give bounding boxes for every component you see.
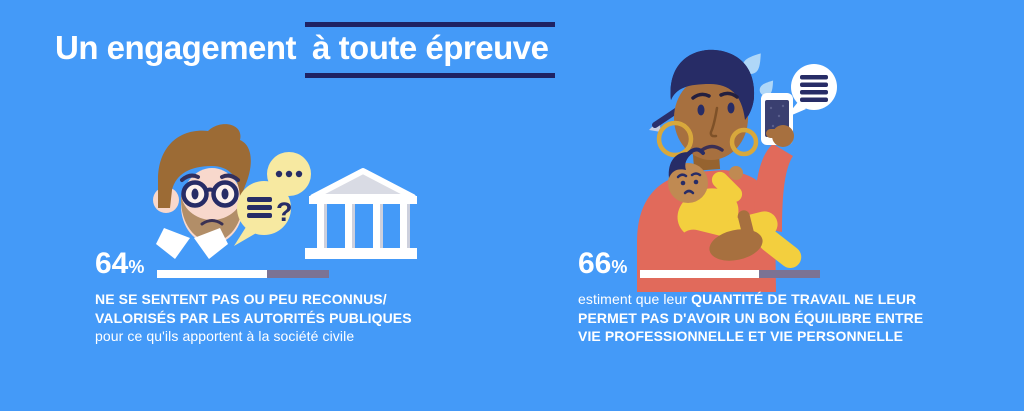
institution-building-icon: [305, 168, 417, 259]
woman-mouth-frown: [700, 144, 724, 152]
baby-hand: [729, 166, 743, 180]
woman-hair-front: [670, 49, 755, 120]
man-glasses: [181, 180, 239, 208]
woman-hand-thumb-up: [709, 210, 763, 261]
woman-eyebrow-right: [719, 91, 739, 99]
desc-right-line3: VIE PROFESSIONNELLE ET VIE PERSONNELLE: [578, 328, 904, 345]
page-title: Un engagement à toute épreuve: [55, 22, 556, 78]
stat-block-work-life-balance: 66% estiment que leur QUANTITÉ DE TRAVAI…: [578, 247, 923, 346]
desc-left-line2: VALORISÉS PAR LES AUTORITÉS PUBLIQUES: [95, 309, 412, 326]
question-mark-glyph: ?: [276, 197, 293, 227]
man-hair: [158, 124, 251, 208]
man-eyebrow-right: [220, 173, 240, 182]
progress-bar-fill-right: [640, 270, 760, 278]
page-title-prefix: Un engagement: [55, 29, 297, 66]
man-mouth-frown: [200, 219, 224, 226]
desc-right-line1: estiment que leur QUANTITÉ DE TRAVAIL NE…: [578, 290, 923, 309]
stat-value-left: 64%: [95, 247, 145, 281]
page-title-highlighted: à toute épreuve: [305, 22, 556, 78]
stat-number-right: 66: [578, 247, 612, 280]
man-beard: [181, 192, 243, 242]
baby-hair-curl: [687, 147, 705, 155]
desc-right-line2: PERMET PAS D'AVOIR UN BON ÉQUILIBRE ENTR…: [578, 309, 924, 326]
woman-eye-left: [697, 104, 705, 116]
baby-eyebrow-left: [676, 173, 688, 179]
stat-value-right: 66%: [578, 247, 628, 281]
hoop-earring-right-icon: [729, 127, 759, 157]
stat-block-recognition: 64% NE SE SENTENT PAS OU PEU RECONNUS/ V…: [95, 247, 412, 346]
baby-leg-shin: [758, 229, 802, 269]
baby-eye-left: [680, 180, 686, 186]
hoop-earring-left-icon: [656, 120, 694, 158]
baby-mouth-frown: [683, 189, 695, 195]
baby-eyebrow-right: [690, 172, 702, 177]
desc-left-line1: NE SE SENTENT PAS OU PEU RECONNUS/: [95, 291, 387, 307]
stat-description-right: estiment que leur QUANTITÉ DE TRAVAIL NE…: [578, 290, 923, 346]
worried-man-figure: [153, 124, 251, 259]
desc-right-lead: estiment que leur: [578, 291, 692, 307]
progress-bar-left: [157, 270, 330, 278]
woman-eyebrow-left: [691, 92, 711, 100]
woman-with-baby-and-phone-illustration: [637, 49, 837, 292]
man-eyebrow-left: [180, 173, 200, 182]
progress-bar-right: [640, 270, 821, 278]
woman-arm-raised: [754, 144, 793, 232]
woman-hand-holding-phone: [766, 125, 794, 147]
speech-bubble-question-icon: ?: [234, 181, 293, 246]
desc-left-line3: pour ce qu'ils apportent à la société ci…: [95, 328, 355, 345]
man-shirt-collar: [156, 228, 228, 259]
man-with-speech-bubbles-illustration: ?: [153, 124, 417, 259]
stat-description-left: NE SE SENTENT PAS OU PEU RECONNUS/ VALOR…: [95, 290, 412, 346]
baby-eye-right: [693, 179, 699, 185]
woman-nose: [709, 106, 719, 138]
woman-eye-right: [727, 102, 735, 114]
desc-right-bold1: QUANTITÉ DE TRAVAIL NE LEUR: [691, 291, 917, 307]
baby-arm: [711, 171, 743, 203]
speech-bubble-text-lines-icon: [785, 64, 837, 118]
progress-bar-fill-left: [157, 270, 268, 278]
stat-unit-left: %: [128, 257, 145, 277]
stat-unit-right: %: [611, 257, 628, 277]
stat-number-left: 64: [95, 247, 129, 280]
baby-hair: [668, 152, 693, 178]
